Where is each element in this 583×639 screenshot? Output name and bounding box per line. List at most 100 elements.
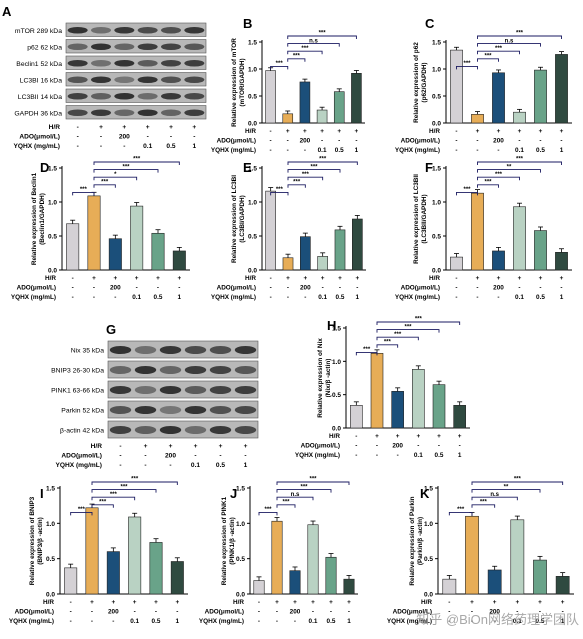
condition-value: + bbox=[355, 128, 359, 135]
condition-value: + bbox=[347, 599, 351, 606]
blot-band bbox=[161, 26, 181, 34]
condition-value: - bbox=[397, 452, 399, 459]
significance-bracket bbox=[376, 329, 440, 333]
significance-label: *** bbox=[293, 54, 301, 60]
condition-value: + bbox=[539, 275, 543, 282]
condition-value: - bbox=[539, 609, 541, 616]
significance-bracket bbox=[287, 176, 324, 181]
condition-value: + bbox=[175, 599, 179, 606]
condition-row-label: ADO(μmol/L) bbox=[401, 285, 440, 292]
condition-value: + bbox=[99, 124, 103, 131]
condition-row-label: H/R bbox=[429, 128, 440, 135]
condition-value: - bbox=[376, 452, 378, 459]
y-axis-label-line: (BNIP3/β -actin) bbox=[37, 517, 44, 565]
condition-value: + bbox=[321, 275, 325, 282]
y-tick-label: 1.0 bbox=[236, 521, 245, 528]
y-tick-label: 0.0 bbox=[248, 268, 257, 275]
significance-label: n.s bbox=[309, 38, 318, 44]
data-bar bbox=[450, 256, 463, 271]
y-tick-label: 1.5 bbox=[236, 486, 245, 493]
significance-label: *** bbox=[276, 187, 284, 193]
data-bar bbox=[265, 70, 276, 124]
condition-value: - bbox=[270, 128, 272, 135]
condition-row-label: ADO(μmol/L) bbox=[301, 443, 340, 450]
panel-letter: F bbox=[425, 160, 433, 175]
condition-value: 0.5 bbox=[435, 452, 444, 459]
condition-value: 200 bbox=[489, 609, 500, 616]
significance-label: *** bbox=[319, 157, 327, 163]
condition-value: - bbox=[136, 285, 138, 292]
significance-bracket bbox=[471, 489, 541, 493]
blot-band bbox=[184, 346, 207, 354]
y-axis-label-line: Relative expression of Parkin bbox=[409, 496, 416, 585]
blot-band bbox=[184, 76, 205, 84]
significance-bracket bbox=[70, 511, 93, 516]
blot-band bbox=[159, 346, 182, 354]
condition-value: + bbox=[470, 599, 474, 606]
blot-band-label: BNIP3 26-30 kDa bbox=[51, 368, 104, 375]
significance-label: *** bbox=[457, 507, 465, 513]
blot-band bbox=[161, 59, 181, 67]
condition-row-label: H/R bbox=[245, 275, 256, 282]
y-axis-label: Relative expression of LC3BI(LC3BI/GAPDH… bbox=[231, 175, 246, 263]
y-tick-label: 1.0 bbox=[248, 67, 257, 74]
condition-value: + bbox=[458, 433, 462, 440]
condition-value: - bbox=[155, 609, 157, 616]
data-bar bbox=[300, 236, 311, 271]
significance-bracket bbox=[471, 496, 518, 501]
condition-value: 0.1 bbox=[143, 143, 152, 150]
data-bar bbox=[253, 580, 265, 595]
significance-label: *** bbox=[122, 164, 130, 170]
data-bar bbox=[465, 515, 479, 595]
y-axis-label-line: (Beclin1/GAPDH) bbox=[39, 193, 46, 245]
condition-value: 1 bbox=[560, 147, 564, 154]
condition-value: - bbox=[560, 138, 562, 145]
blot-band bbox=[134, 346, 157, 354]
significance-bracket bbox=[91, 489, 157, 493]
condition-value: - bbox=[448, 618, 450, 625]
condition-row-label: H/R bbox=[233, 599, 244, 606]
condition-value: + bbox=[497, 275, 501, 282]
data-bar bbox=[432, 384, 446, 429]
condition-value: - bbox=[338, 138, 340, 145]
y-axis-label: Relative expression of mTOR(mTOR/GAPDH) bbox=[231, 38, 246, 127]
significance-bracket bbox=[276, 489, 332, 493]
condition-value: - bbox=[276, 609, 278, 616]
significance-label: *** bbox=[404, 324, 412, 330]
data-bar bbox=[317, 256, 328, 271]
condition-row-label: YQHX (mg/mL) bbox=[55, 462, 102, 469]
condition-row-label: YQHX (mg/mL) bbox=[211, 294, 256, 301]
significance-bracket bbox=[276, 481, 350, 485]
condition-value: - bbox=[244, 453, 246, 460]
significance-label: n.s bbox=[490, 492, 499, 498]
condition-row-label: ADO(μmol/L) bbox=[19, 134, 60, 141]
significance-bracket bbox=[270, 65, 289, 70]
blot-band-label: mTOR 289 kDa bbox=[15, 28, 62, 35]
condition-value: - bbox=[77, 143, 79, 150]
condition-value: + bbox=[194, 443, 198, 450]
y-tick-label: 1.0 bbox=[432, 200, 441, 207]
condition-value: - bbox=[448, 599, 450, 606]
data-bar bbox=[453, 405, 466, 429]
y-axis-label-line: (LC3BII/GAPDH) bbox=[421, 194, 428, 243]
condition-value: 0.5 bbox=[166, 143, 175, 150]
y-axis-label-line: Relative expression of PINK1 bbox=[221, 496, 228, 585]
condition-value: - bbox=[144, 453, 146, 460]
significance-label: *** bbox=[110, 492, 118, 498]
condition-value: - bbox=[497, 147, 499, 154]
condition-value: + bbox=[493, 599, 497, 606]
condition-value: - bbox=[455, 147, 457, 154]
data-bar bbox=[64, 567, 78, 595]
significance-bracket bbox=[376, 344, 399, 348]
condition-value: - bbox=[169, 462, 171, 469]
data-bar bbox=[352, 218, 363, 271]
data-bar bbox=[534, 230, 547, 271]
data-bar bbox=[271, 520, 283, 595]
data-bar bbox=[555, 576, 570, 595]
condition-value: + bbox=[311, 599, 315, 606]
condition-value: 0.1 bbox=[513, 618, 522, 625]
condition-value: - bbox=[304, 147, 306, 154]
condition-value: - bbox=[93, 285, 95, 292]
blot-band-label: PINK1 63-66 kDa bbox=[51, 388, 104, 395]
